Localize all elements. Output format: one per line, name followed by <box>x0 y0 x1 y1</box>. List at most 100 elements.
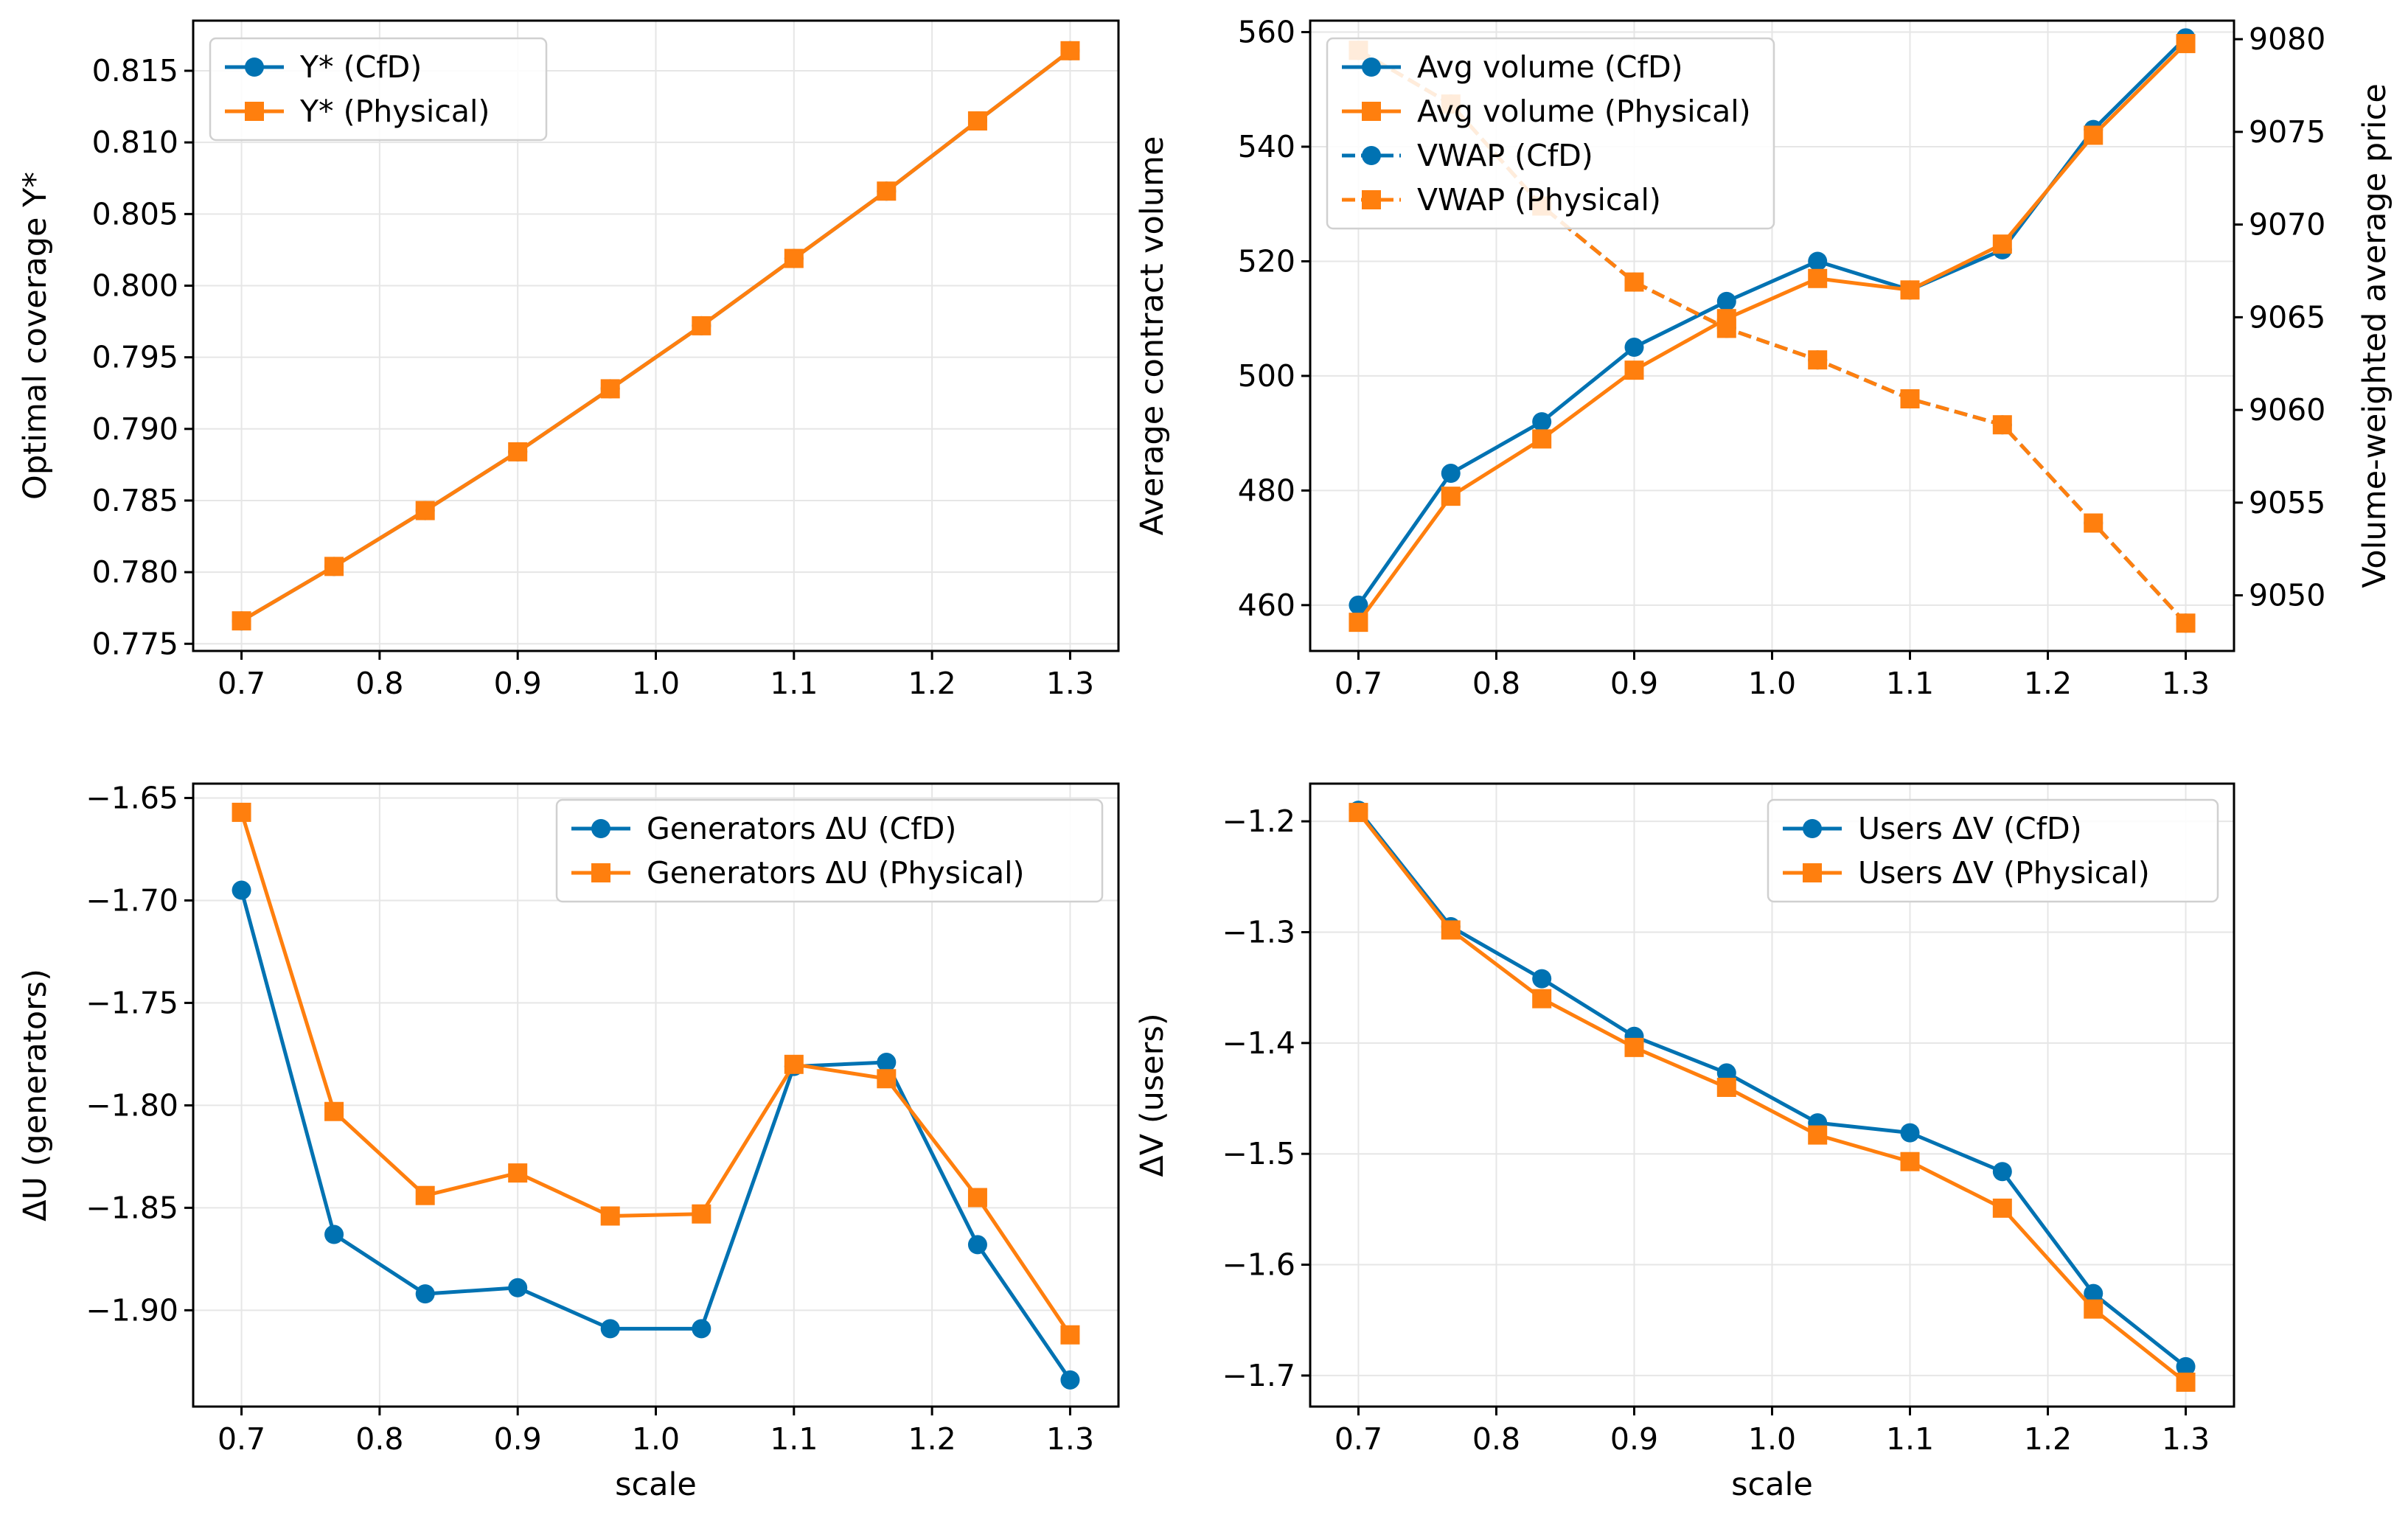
legend-label: Generators ΔU (CfD) <box>647 811 956 846</box>
y-tick-label: −1.7 <box>1222 1358 1295 1393</box>
data-point <box>967 1235 987 1255</box>
data-point <box>232 611 251 631</box>
data-point <box>1808 251 1828 271</box>
x-axis-label: scale <box>1731 1466 1813 1503</box>
legend: Avg volume (CfD) Avg volume (Physical) VWA… <box>1326 37 1775 230</box>
legend-label: Users ΔV (CfD) <box>1858 811 2082 846</box>
y-axis-label: ΔU (generators) <box>17 969 54 1222</box>
x-tick-label: 0.8 <box>1472 666 1520 701</box>
series-line-1 <box>240 812 1072 1337</box>
legend-marker <box>245 102 264 121</box>
legend: Generators ΔU (CfD) Generators ΔU (Physic… <box>555 798 1104 903</box>
legend-label: Generators ΔU (Physical) <box>647 855 1024 891</box>
chart-users: 0.7 0.8 0.9 1.0 1.1 1.2 1.3 −1.7 −1.6 −1.5 −1.4 −1.… <box>1134 782 2235 1503</box>
x-tick-label: 1.3 <box>2162 1421 2210 1457</box>
x-tick-label: 0.8 <box>1472 1421 1520 1457</box>
data-point <box>1808 1125 1828 1145</box>
data-point <box>2084 1299 2103 1319</box>
data-point <box>508 1278 528 1297</box>
data-point <box>692 1204 711 1224</box>
x-axis-label: scale <box>615 1466 697 1503</box>
y-tick-label: 540 <box>1238 129 1295 164</box>
y-tick-label: 460 <box>1238 588 1295 623</box>
y2-tick-label: 9055 <box>2249 485 2325 520</box>
data-point <box>415 1185 435 1205</box>
series-line-0 <box>1357 809 2188 1368</box>
legend-label: Avg volume (CfD) <box>1417 49 1683 85</box>
data-point <box>692 1319 711 1339</box>
y-tick-label: 0.810 <box>92 125 178 160</box>
y-axis-label: Optimal coverage Y* <box>17 172 54 500</box>
x-tick-label: 0.8 <box>355 666 403 701</box>
data-point <box>692 316 711 335</box>
data-point <box>508 442 528 461</box>
series-line-0 <box>240 889 1072 1382</box>
y2-tick-label: 9080 <box>2249 21 2325 57</box>
data-point <box>967 1188 987 1208</box>
series-line-1 <box>1357 811 2188 1384</box>
x-tick-label: 0.9 <box>1610 1421 1658 1457</box>
x-tick-label: 1.2 <box>908 666 956 701</box>
y-tick-label: 0.795 <box>92 340 178 375</box>
data-point <box>2176 34 2196 54</box>
data-point <box>1441 487 1461 506</box>
data-point <box>232 802 251 822</box>
x-tick-label: 1.1 <box>1886 1421 1934 1457</box>
data-point <box>1624 1037 1644 1057</box>
y-tick-label: 0.815 <box>92 53 178 88</box>
legend-label: VWAP (CfD) <box>1417 138 1593 173</box>
legend: Users ΔV (CfD) Users ΔV (Physical) <box>1767 798 2219 903</box>
legend-label: Avg volume (Physical) <box>1417 94 1751 129</box>
x-tick-label: 0.9 <box>494 1421 542 1457</box>
y-tick-label: −1.75 <box>86 985 178 1020</box>
data-point <box>1624 272 1644 292</box>
data-point <box>877 181 897 201</box>
y-tick-label: −1.3 <box>1222 914 1295 950</box>
x-tick-label: 0.7 <box>218 666 265 701</box>
y-tick-label: −1.2 <box>1222 804 1295 839</box>
y-tick-label: 500 <box>1238 358 1295 394</box>
data-point <box>1900 1152 1920 1171</box>
data-point <box>1532 429 1552 449</box>
legend-frame <box>209 37 548 142</box>
data-point <box>1900 389 1920 408</box>
data-point <box>1349 595 1368 615</box>
x-tick-label: 1.1 <box>1886 666 1934 701</box>
legend-label: Users ΔV (Physical) <box>1858 855 2150 891</box>
y-tick-label: −1.80 <box>86 1087 178 1123</box>
data-point <box>600 1206 620 1226</box>
data-point <box>877 1069 897 1089</box>
data-point <box>324 1101 344 1121</box>
y-tick-label: −1.5 <box>1222 1136 1295 1171</box>
x-tick-label: 1.2 <box>2024 666 2072 701</box>
y-tick-label: −1.90 <box>86 1292 178 1328</box>
data-point <box>232 880 251 900</box>
data-point <box>324 557 344 576</box>
data-point <box>1624 360 1644 380</box>
x-tick-label: 0.7 <box>1335 1421 1382 1457</box>
y-tick-label: −1.85 <box>86 1190 178 1225</box>
data-point <box>600 1319 620 1339</box>
x-tick-label: 0.8 <box>355 1421 403 1457</box>
legend-marker <box>1362 190 1381 209</box>
data-point <box>1532 412 1552 432</box>
y-tick-label: 0.800 <box>92 268 178 303</box>
data-point <box>1716 291 1736 311</box>
data-point <box>1441 920 1461 940</box>
x-tick-label: 0.9 <box>1610 666 1658 701</box>
x-tick-label: 1.0 <box>1748 666 1796 701</box>
x-tick-label: 1.2 <box>908 1421 956 1457</box>
y-tick-label: 520 <box>1238 243 1295 279</box>
legend-marker <box>1362 146 1381 165</box>
y-tick-label: 480 <box>1238 473 1295 508</box>
legend-frame <box>1767 798 2219 903</box>
legend-marker <box>1362 102 1381 121</box>
data-point <box>1992 415 2012 435</box>
x-tick-label: 1.3 <box>1046 666 1094 701</box>
legend-marker <box>591 819 610 838</box>
x-tick-label: 1.0 <box>1748 1421 1796 1457</box>
x-tick-label: 1.3 <box>1046 1421 1094 1457</box>
y-tick-label: 0.785 <box>92 483 178 518</box>
legend: Y* (CfD) Y* (Physical) <box>209 37 548 142</box>
legend-frame <box>1326 37 1775 230</box>
